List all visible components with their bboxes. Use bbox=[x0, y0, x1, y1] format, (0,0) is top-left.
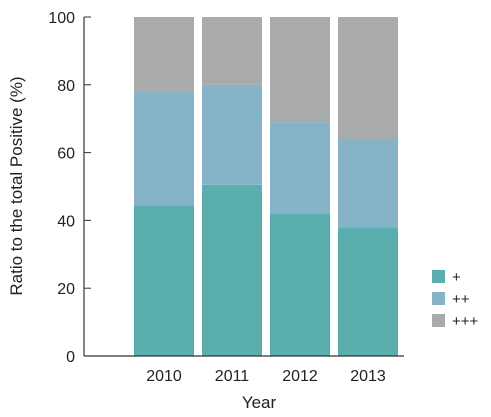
legend-swatch bbox=[432, 270, 445, 283]
y-tick-label: 80 bbox=[57, 78, 75, 95]
y-tick-label: 20 bbox=[57, 281, 75, 298]
legend: ++++++ bbox=[432, 269, 479, 330]
y-axis-ticks: 0 20 40 60 80 100 bbox=[48, 10, 91, 366]
y-tick-label: 60 bbox=[57, 146, 75, 163]
x-axis-title: Year bbox=[242, 393, 277, 412]
bar-segment-2011-series-3 bbox=[202, 17, 262, 85]
bar-segment-2011-series-2 bbox=[202, 84, 262, 185]
x-tick-label: 2010 bbox=[146, 368, 182, 385]
bar-segment-2013-series-2 bbox=[338, 139, 398, 228]
y-axis-title: Ratio to the total Positive (%) bbox=[7, 76, 26, 295]
x-tick-label: 2013 bbox=[350, 368, 386, 385]
y-tick-label: 100 bbox=[48, 10, 75, 27]
legend-label: +++ bbox=[452, 313, 479, 330]
legend-label: + bbox=[452, 269, 461, 286]
legend-label: ++ bbox=[452, 291, 470, 308]
bar-segment-2013-series-3 bbox=[338, 17, 398, 140]
bar-segment-2012-series-2 bbox=[270, 122, 330, 214]
legend-swatch bbox=[432, 314, 445, 327]
bar-segment-2012-series-3 bbox=[270, 17, 330, 123]
bars-layer bbox=[134, 17, 398, 356]
x-tick-label: 2011 bbox=[215, 368, 250, 385]
legend-swatch bbox=[432, 292, 445, 305]
y-tick-label: 40 bbox=[57, 213, 75, 230]
x-tick-label: 2012 bbox=[282, 368, 318, 385]
bar-segment-2013-series-1 bbox=[338, 227, 398, 356]
bar-segment-2010-series-3 bbox=[134, 17, 194, 92]
bar-segment-2010-series-1 bbox=[134, 205, 194, 356]
bar-segment-2010-series-2 bbox=[134, 91, 194, 206]
x-axis-ticks: 2010 2011 2012 2013 bbox=[146, 368, 386, 385]
bar-segment-2012-series-1 bbox=[270, 213, 330, 356]
y-tick-label: 0 bbox=[66, 349, 75, 366]
bar-segment-2011-series-1 bbox=[202, 184, 262, 356]
